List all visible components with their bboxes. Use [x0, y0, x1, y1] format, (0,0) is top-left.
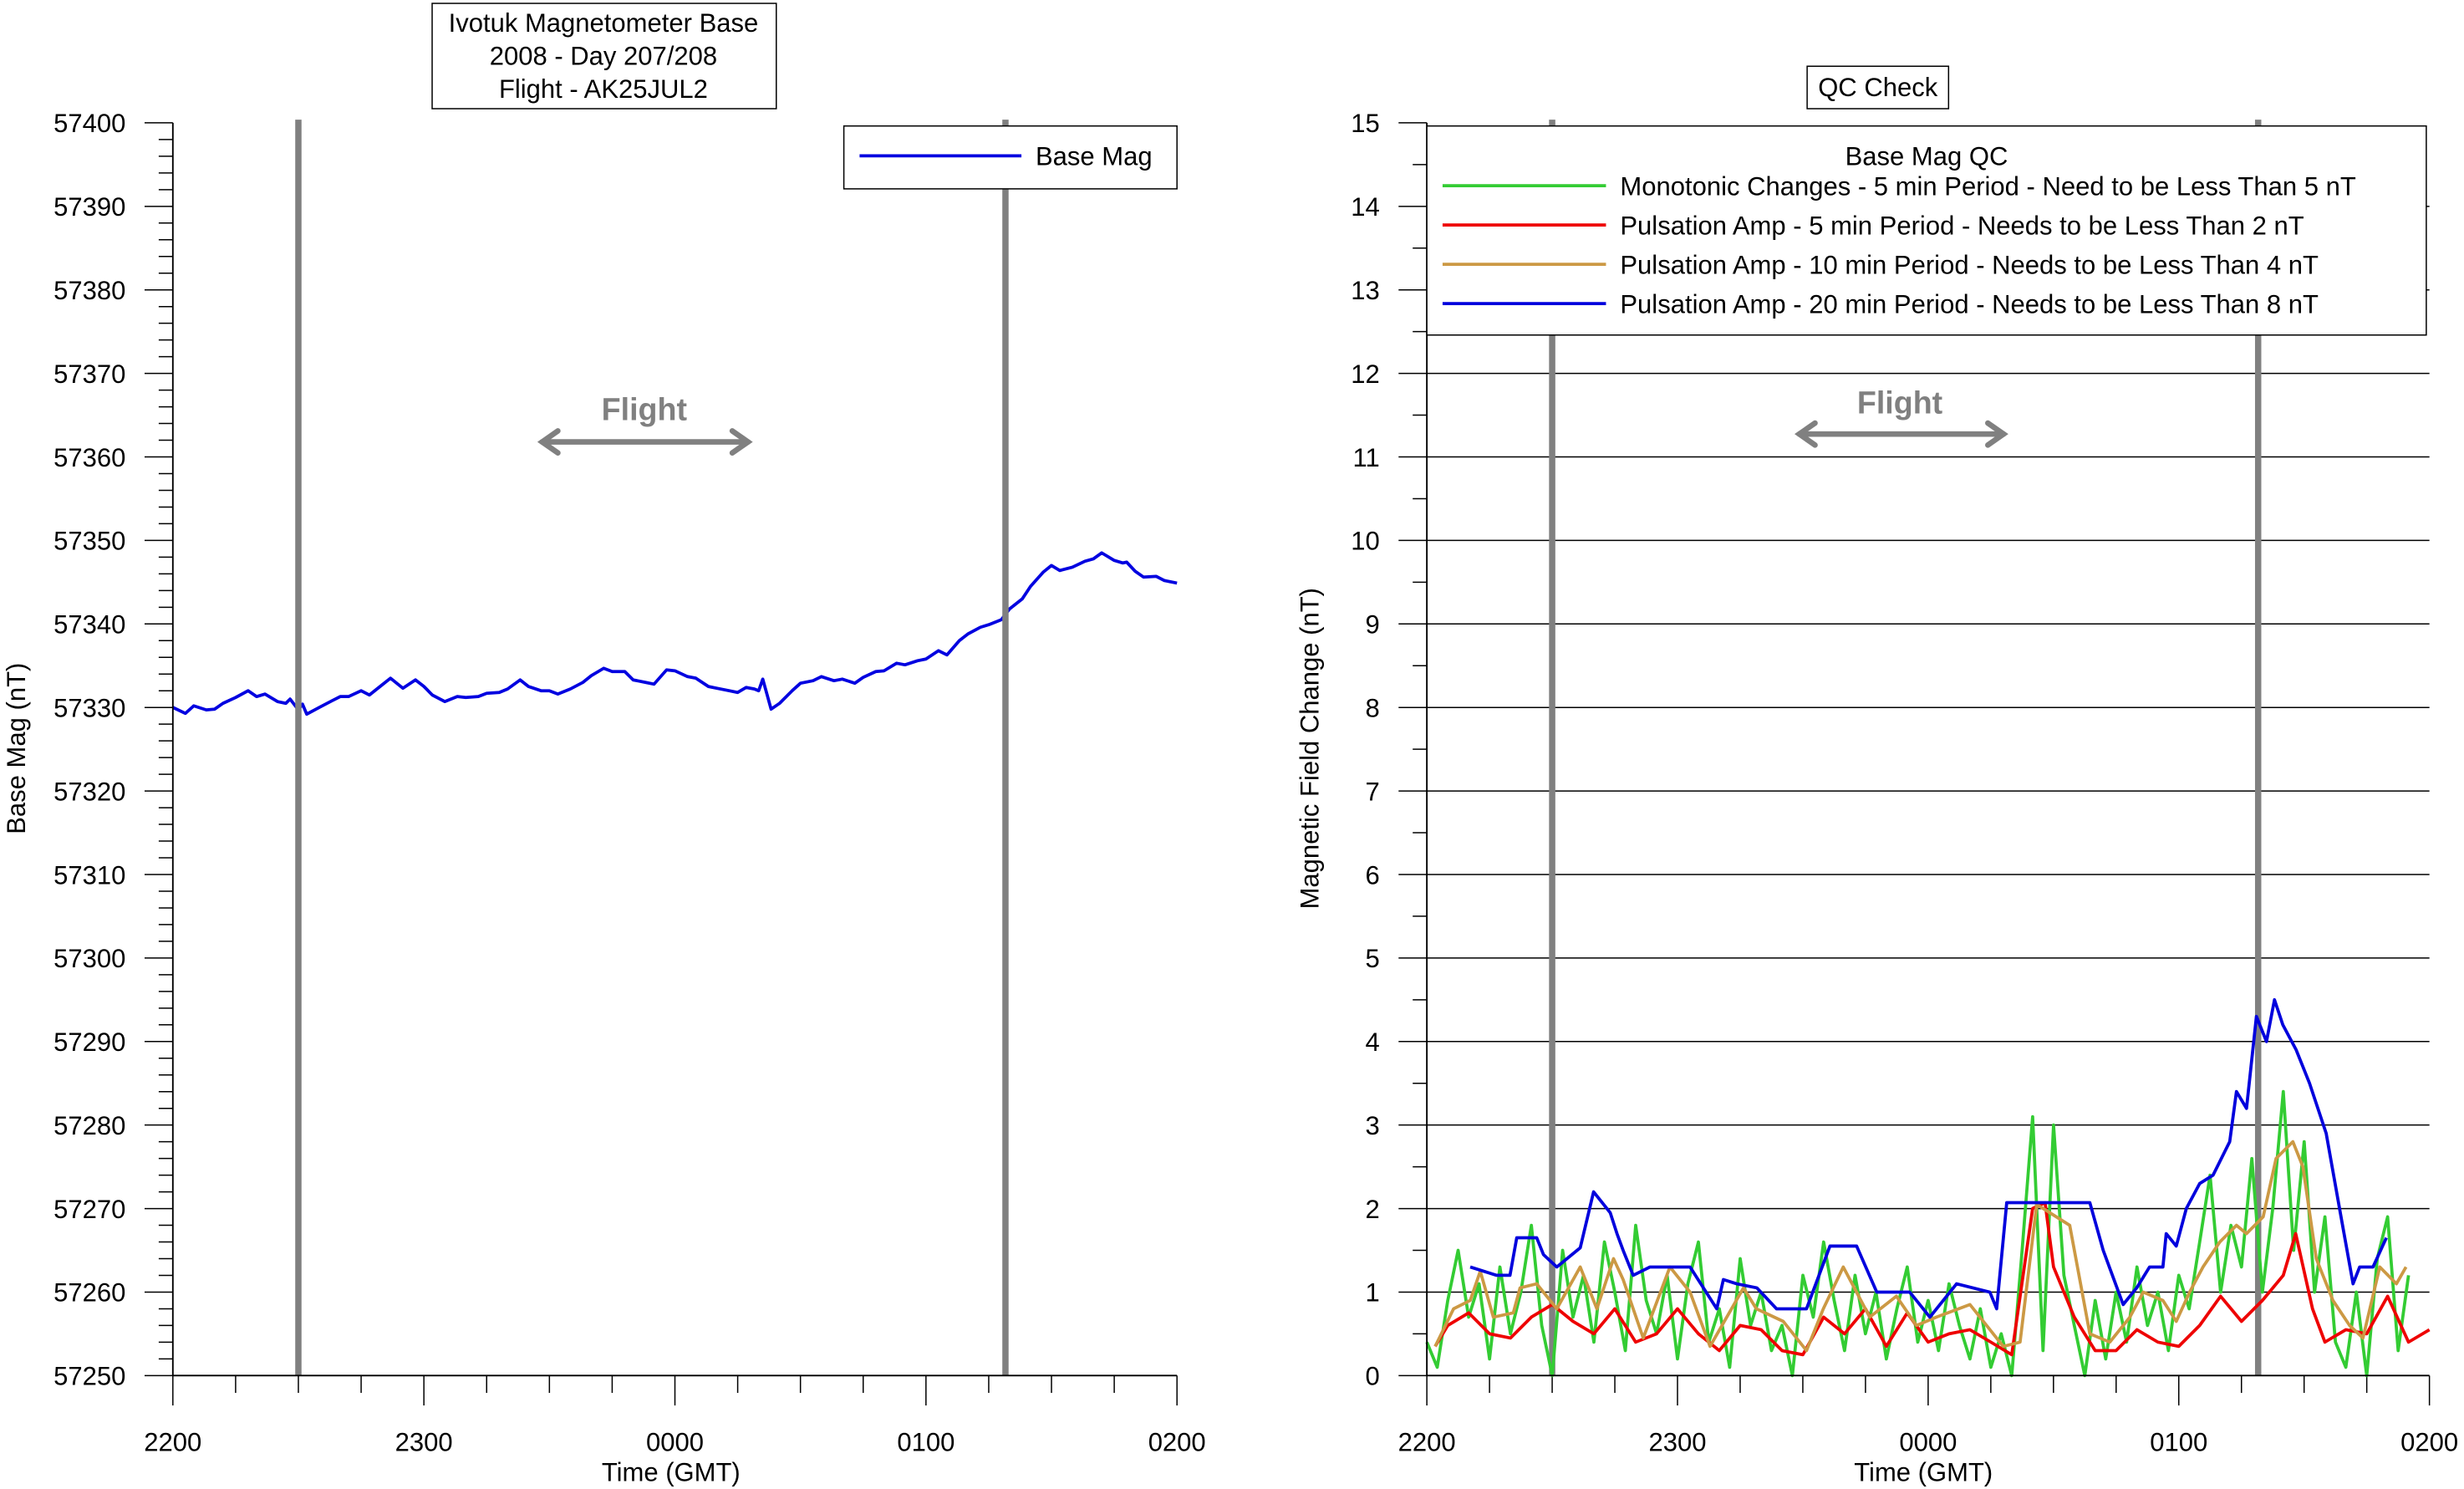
- y-tick-label: 3: [1365, 1111, 1379, 1140]
- right-legend: Base Mag QC Monotonic Changes - 5 min Pe…: [1426, 125, 2427, 336]
- y-tick-label: 15: [1351, 109, 1380, 138]
- y-tick-label: 57270: [53, 1195, 125, 1224]
- y-tick-label: 11: [1353, 443, 1380, 472]
- left-title-line-1: Ivotuk Magnetometer Base: [449, 8, 759, 38]
- y-tick-label: 10: [1351, 527, 1380, 556]
- left-flight-markers: [295, 120, 1009, 1376]
- y-tick-label: 12: [1351, 360, 1380, 389]
- y-tick-label: 57300: [53, 944, 125, 973]
- series-line-0: [172, 551, 1178, 716]
- y-tick-label: 57280: [53, 1111, 125, 1140]
- left-flight-arrow-icon: [537, 428, 753, 456]
- y-tick-label: 57370: [53, 360, 125, 389]
- right-flight-annotation: Flight: [1794, 385, 2008, 448]
- series-line-3: [1469, 997, 2388, 1319]
- y-tick-label: 5: [1365, 944, 1379, 973]
- x-tick-label: 0100: [2150, 1428, 2207, 1457]
- y-tick-label: 57380: [53, 276, 125, 305]
- x-tick-label: 2200: [1398, 1428, 1456, 1457]
- y-tick-label: 0: [1365, 1362, 1379, 1391]
- right-flight-arrow-icon: [1794, 420, 2008, 448]
- left-title-box: Ivotuk Magnetometer Base 2008 - Day 207/…: [431, 3, 777, 110]
- x-tick-label: 0000: [646, 1428, 704, 1457]
- left-ticks: [144, 122, 1178, 1406]
- left-title-line-2: 2008 - Day 207/208: [490, 41, 717, 70]
- x-tick-label: 0200: [1148, 1428, 1206, 1457]
- left-tick-labels: 57250 57260 57270 57280 57290 57300 57310 57320…: [53, 109, 1206, 1456]
- legend-label-pulsation-5min: Pulsation Amp - 5 min Period - Needs to …: [1620, 211, 2304, 240]
- left-flight-annotation: Flight: [537, 391, 753, 456]
- y-tick-label: 57330: [53, 693, 125, 722]
- x-tick-label: 0000: [1899, 1428, 1957, 1457]
- left-y-axis-title: Base Mag (nT): [2, 663, 31, 834]
- x-tick-label: 2300: [1649, 1428, 1707, 1457]
- series-line-1: [1433, 1201, 2431, 1357]
- series-line-2: [1433, 1140, 2408, 1353]
- y-tick-label: 57390: [53, 192, 125, 222]
- y-tick-label: 57350: [53, 527, 125, 556]
- y-tick-label: 4: [1365, 1028, 1379, 1057]
- right-title-box: QC Check: [1806, 65, 1950, 110]
- y-tick-label: 57250: [53, 1362, 125, 1391]
- y-tick-label: 57340: [53, 610, 125, 640]
- left-x-axis-title: Time (GMT): [602, 1457, 741, 1486]
- legend-title: Base Mag QC: [1845, 142, 2008, 171]
- y-tick-label: 8: [1365, 693, 1379, 722]
- base-mag-chart: 57250 57260 57270 57280 57290 57300 57310 57320…: [2, 3, 1206, 1486]
- right-flight-label: Flight: [1857, 385, 1943, 421]
- y-tick-label: 1: [1365, 1278, 1379, 1308]
- left-series-group: [172, 551, 1178, 716]
- legend-label-pulsation-10min: Pulsation Amp - 10 min Period - Needs to…: [1620, 250, 2319, 279]
- x-tick-label: 0200: [2400, 1428, 2458, 1457]
- right-x-axis-title: Time (GMT): [1854, 1457, 1993, 1486]
- x-tick-label: 2300: [395, 1428, 453, 1457]
- y-tick-label: 9: [1365, 610, 1379, 640]
- y-tick-label: 13: [1351, 276, 1380, 305]
- left-flight-label: Flight: [602, 391, 688, 426]
- y-tick-label: 57310: [53, 860, 125, 890]
- left-legend: Base Mag: [843, 125, 1178, 190]
- y-tick-label: 57400: [53, 109, 125, 138]
- legend-label-pulsation-20min: Pulsation Amp - 20 min Period - Needs to…: [1620, 289, 2319, 319]
- left-title-line-3: Flight - AK25JUL2: [499, 74, 708, 104]
- right-title: QC Check: [1818, 73, 1938, 102]
- right-y-axis-title: Magnetic Field Change (nT): [1295, 588, 1324, 909]
- y-tick-label: 2: [1365, 1195, 1379, 1224]
- y-tick-label: 57260: [53, 1278, 125, 1308]
- legend-label-base-mag: Base Mag: [1036, 142, 1153, 171]
- y-tick-label: 57320: [53, 777, 125, 806]
- x-tick-label: 2200: [144, 1428, 201, 1457]
- legend-label-monotonic-5min: Monotonic Changes - 5 min Period - Need …: [1620, 171, 2355, 201]
- y-tick-label: 6: [1365, 860, 1379, 890]
- y-tick-label: 57360: [53, 443, 125, 472]
- y-tick-label: 14: [1351, 192, 1380, 222]
- y-tick-label: 7: [1365, 777, 1379, 806]
- y-tick-label: 57290: [53, 1028, 125, 1057]
- right-series-group: [1425, 997, 2431, 1378]
- x-tick-label: 0100: [897, 1428, 955, 1457]
